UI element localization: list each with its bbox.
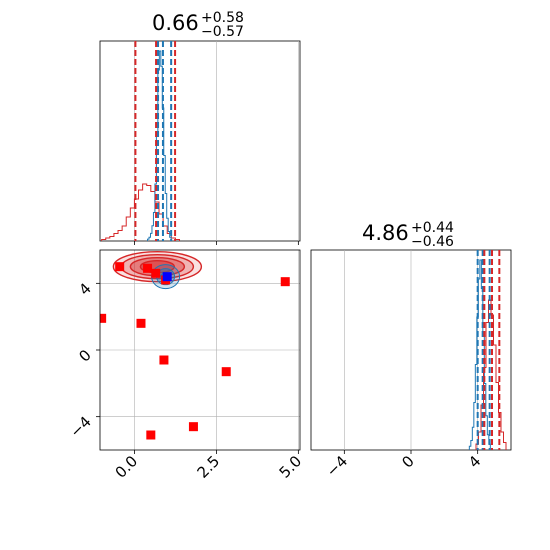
marginal-1-histograms (101, 50, 181, 241)
marginal-2-tick-label-1: 0 (398, 452, 417, 471)
marginal-1-frame (99, 40, 301, 242)
joint-markers (100, 262, 290, 440)
red-marker-8 (221, 367, 231, 377)
param-2-upper-error: +0.44 (411, 220, 454, 236)
red-marker-6 (136, 318, 146, 328)
marginal-1-ticks (134, 241, 299, 245)
param-1-value: 0.66 (152, 11, 199, 35)
marginal-panel-1: 0.66 +0.58 −0.57 (99, 10, 301, 245)
marginal-2-tick-label-0: −4 (323, 452, 351, 480)
marginal-1-title: 0.66 (152, 11, 199, 35)
red-marker-2 (151, 268, 161, 278)
marginal-2-histograms (468, 259, 507, 450)
param-2-value: 4.86 (362, 221, 409, 245)
red-marker-0 (115, 262, 125, 272)
marginal-1-red-histogram (101, 183, 181, 241)
blue-marker-0 (162, 272, 172, 282)
red-marker-9 (188, 422, 198, 432)
marginal-2-tick-label-2: 4 (465, 452, 484, 471)
joint-grid (100, 250, 300, 450)
red-marker-5 (100, 313, 107, 323)
red-marker-7 (159, 355, 169, 365)
marginal-2-quantile-lines (476, 250, 501, 450)
marginal-1-blue-histogram (147, 50, 172, 241)
param-2-lower-error: −0.46 (411, 234, 454, 250)
marginal-2-grid (344, 250, 478, 450)
red-marker-4 (280, 277, 290, 287)
red-marker-10 (146, 430, 156, 440)
red-marker-1 (143, 263, 153, 273)
joint-x-tick-label-1: 2.5 (194, 452, 224, 482)
joint-y-tick-label-2: 4 (75, 279, 94, 298)
joint-y-tick-label-1: 0 (75, 346, 94, 365)
marginal-1-quantile-lines (134, 41, 177, 241)
marginal-2-blue-histogram (468, 259, 491, 450)
joint-panel: 0.0 2.5 5.0 −4 0 4 (66, 249, 305, 482)
param-1-lower-error: −0.57 (201, 24, 244, 40)
joint-ticks: 0.0 2.5 5.0 −4 0 4 (66, 279, 305, 481)
marginal-panel-2: −4 0 4 4.86 +0.44 −0.46 (310, 220, 512, 480)
marginal-2-title: 4.86 (362, 221, 409, 245)
joint-x-tick-label-0: 0.0 (112, 452, 142, 482)
joint-x-tick-label-2: 5.0 (276, 452, 306, 482)
joint-y-tick-label-0: −4 (66, 413, 94, 441)
param-1-upper-error: +0.58 (201, 10, 244, 26)
marginal-2-ticks: −4 0 4 (323, 450, 484, 480)
